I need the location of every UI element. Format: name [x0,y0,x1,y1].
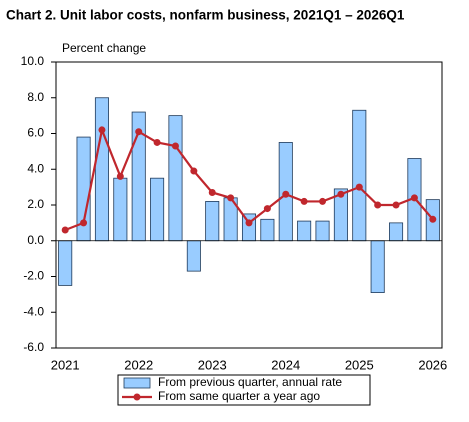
bar [297,220,312,242]
y-tick-label: -4.0 [23,304,44,318]
line-marker [61,226,69,234]
x-tick-label: 2022 [124,357,153,372]
line-marker [392,201,400,209]
line-marker [429,215,437,223]
line-marker [116,172,124,180]
line-marker [300,197,308,205]
bar [389,222,404,242]
line-marker [263,205,271,213]
bar [186,240,201,272]
chart-title: Chart 2. Unit labor costs, nonfarm busin… [6,8,405,23]
bar [370,240,385,293]
legend-box [117,374,371,406]
x-tick-label: 2026 [418,357,447,372]
line-marker [190,167,198,175]
y-tick-label: 4.0 [27,161,44,175]
line-marker [208,188,216,196]
y-tick-label: 2.0 [27,197,44,211]
x-tick-label: 2023 [198,357,227,372]
legend-label: From same quarter a year ago [158,389,320,403]
y-tick-label: 8.0 [27,90,44,104]
bar [205,201,220,242]
y-axis-label: Percent change [62,41,146,55]
line-marker [355,183,363,191]
bar [113,177,128,242]
x-tick-label: 2024 [271,357,300,372]
line-marker [282,190,290,198]
bar [168,115,183,242]
y-tick-label: -2.0 [23,269,44,283]
line-marker [319,197,327,205]
legend-swatch [123,377,151,389]
line-marker [135,128,143,136]
legend-marker [133,393,141,401]
line-marker [98,126,106,134]
line-marker [245,219,253,227]
line-marker [227,194,235,202]
line-marker [410,194,418,202]
bar [58,240,73,286]
y-tick-label: 0.0 [27,233,44,247]
bar [352,109,367,242]
y-tick-label: -6.0 [23,340,44,354]
bar [150,177,165,242]
x-tick-label: 2025 [345,357,374,372]
line-marker [80,219,88,227]
line-marker [374,201,382,209]
y-tick-label: 6.0 [27,126,44,140]
line-marker [153,138,161,146]
bar [315,220,330,242]
line-marker [337,190,345,198]
line-marker [171,142,179,150]
legend-label: From previous quarter, annual rate [158,375,342,389]
y-tick-label: 10.0 [21,54,45,68]
x-tick-label: 2021 [51,357,80,372]
bar [260,218,275,242]
bar [94,97,109,242]
